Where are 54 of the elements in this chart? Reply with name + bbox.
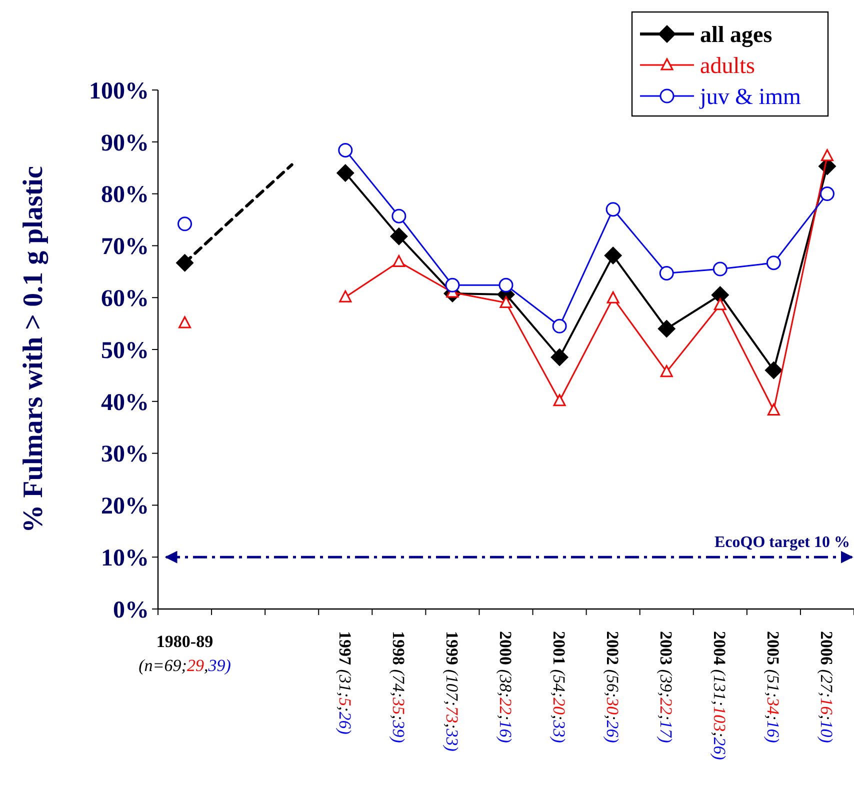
point xyxy=(660,365,673,378)
x-tick-label: 1997 (31;5;26) xyxy=(335,631,354,735)
point xyxy=(606,202,620,217)
point xyxy=(500,296,512,308)
legend-label: all ages xyxy=(700,22,772,48)
point xyxy=(392,255,406,268)
x-tick-label: 1998 (74;35;39) xyxy=(388,631,408,744)
point xyxy=(498,278,514,292)
point xyxy=(767,403,780,416)
x-tick-label: 2004 (131;103;26) xyxy=(710,631,730,760)
point xyxy=(178,316,192,328)
x-tick-label: 2005 (51;34;16) xyxy=(764,631,783,744)
point xyxy=(604,246,622,265)
point xyxy=(550,348,569,366)
point xyxy=(820,149,834,162)
point xyxy=(339,290,352,302)
point xyxy=(712,262,728,276)
y-tick-label: 10% xyxy=(101,546,149,572)
x-tick-label: 2002 (56;30;26) xyxy=(603,631,622,744)
y-tick-label: 60% xyxy=(101,286,149,312)
point xyxy=(764,361,783,380)
point xyxy=(392,208,406,224)
x-tick-label: 2003 (39;22;17) xyxy=(656,631,676,744)
x-tick-label: 2000 (38;22;16) xyxy=(496,631,515,744)
point xyxy=(390,227,408,246)
x-tick-label: 1999 (107;73;33) xyxy=(442,631,462,752)
point xyxy=(336,164,354,182)
y-tick-label: 100% xyxy=(89,78,149,104)
x-tick-label: 2001 (54;20;33) xyxy=(550,631,569,744)
legend-label: adults xyxy=(700,53,755,78)
y-tick-label: 40% xyxy=(101,390,149,416)
point xyxy=(714,298,726,310)
x-tick-label: 1980-89 (n=69;29,39) xyxy=(138,632,232,675)
point xyxy=(658,320,676,338)
point xyxy=(552,318,567,334)
x-tick-label: 2006 (27;16;10) xyxy=(817,631,836,744)
y-tick-label: 90% xyxy=(101,130,149,156)
y-tick-label: 0% xyxy=(113,597,149,624)
point xyxy=(766,256,781,270)
point xyxy=(553,394,566,406)
point xyxy=(445,278,460,292)
point xyxy=(659,266,674,280)
y-tick-label: 80% xyxy=(101,182,149,208)
y-axis-title: % Fulmars with > 0.1 g plastic xyxy=(18,166,49,533)
ref-line-label: EcoQO target 10 % xyxy=(714,534,850,552)
point xyxy=(178,216,192,232)
point xyxy=(338,142,353,158)
y-tick-label: 50% xyxy=(101,338,149,364)
y-tick-label: 70% xyxy=(101,234,149,260)
point xyxy=(820,186,834,202)
point xyxy=(606,291,620,304)
legend-label: juv & imm xyxy=(699,84,802,110)
y-tick-label: 30% xyxy=(101,442,149,468)
y-tick-label: 20% xyxy=(101,494,149,520)
